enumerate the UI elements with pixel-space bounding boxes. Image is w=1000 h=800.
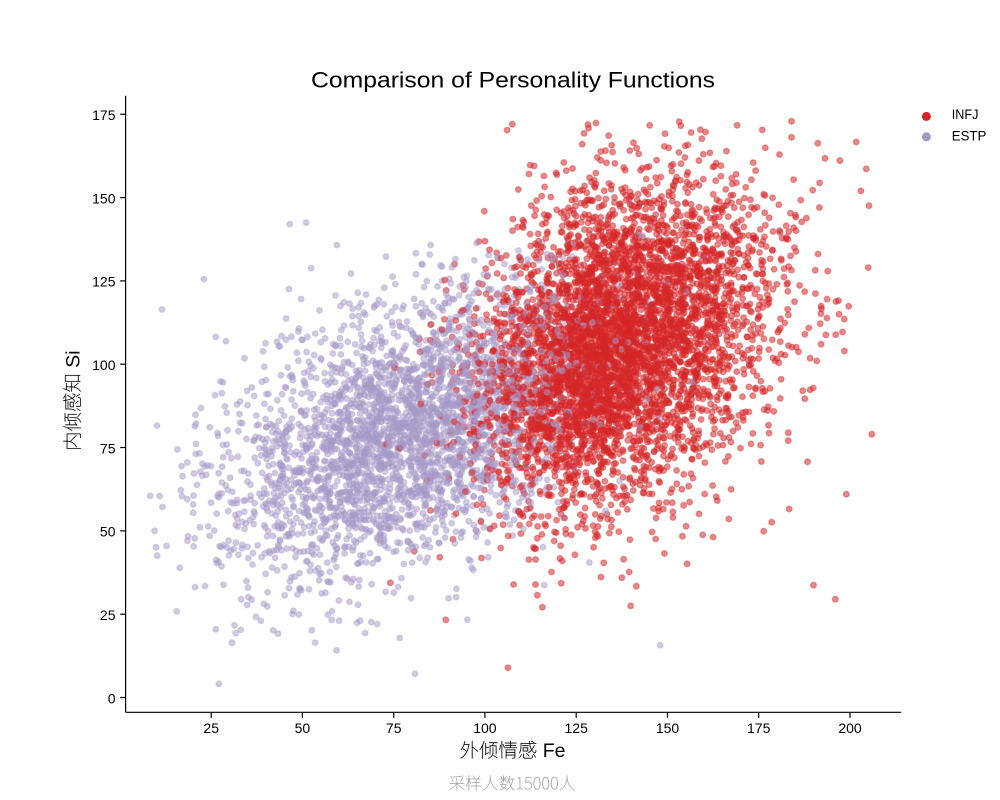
svg-text:50: 50 [100,524,116,540]
svg-text:INFJ: INFJ [952,106,979,122]
svg-text:Si: Si [63,350,85,367]
svg-text:Comparison of Personality Func: Comparison of Personality Functions [311,68,715,93]
svg-text:150: 150 [656,720,680,736]
svg-text:150: 150 [92,190,116,206]
svg-text:25: 25 [100,607,116,623]
svg-text:125: 125 [565,720,589,736]
svg-text:175: 175 [747,720,771,736]
svg-text:75: 75 [100,440,116,456]
svg-text:100: 100 [92,357,116,373]
svg-text:100: 100 [473,720,497,736]
svg-text:200: 200 [838,720,862,736]
svg-text:175: 175 [92,107,116,123]
svg-text:0: 0 [108,690,116,706]
svg-text:ESTP: ESTP [952,127,987,143]
svg-text:50: 50 [295,720,311,736]
svg-text:Fe: Fe [543,740,566,762]
svg-text:25: 25 [203,720,219,736]
svg-text:125: 125 [92,274,116,290]
svg-text:75: 75 [386,720,402,736]
